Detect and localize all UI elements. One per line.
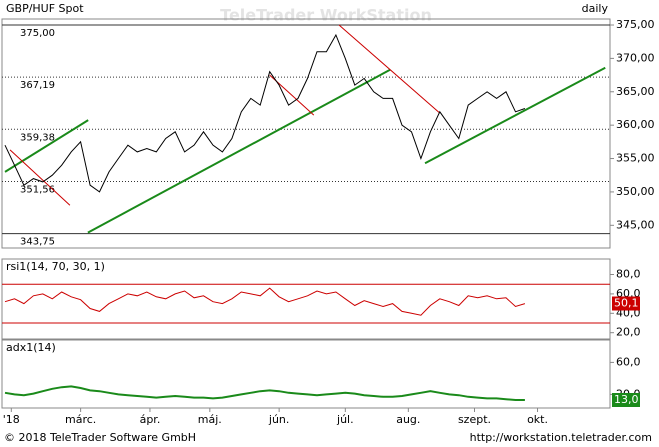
level-label: 343,75 xyxy=(20,237,55,248)
trendline xyxy=(4,119,89,173)
last-value-box xyxy=(612,393,640,407)
copyright: © 2018 TeleTrader Software GmbH xyxy=(4,431,196,444)
panel-title: adx1(14) xyxy=(6,341,56,354)
y-tick-label: 370,00 xyxy=(616,51,655,64)
y-tick-label: 345,00 xyxy=(616,218,655,231)
trendline xyxy=(87,68,391,234)
y-tick-label: 360,00 xyxy=(616,118,655,131)
last-value-box xyxy=(612,296,640,311)
last-value-label: 13,0 xyxy=(614,393,639,406)
y-tick-label: 355,00 xyxy=(616,152,655,165)
trendline xyxy=(9,149,71,206)
x-tick-label: júl. xyxy=(336,413,354,426)
x-tick-label: ápr. xyxy=(140,413,161,426)
x-tick-label: '18 xyxy=(3,413,20,426)
chart-title: GBP/HUF Spot xyxy=(6,2,84,15)
url: http://workstation.teletrader.com xyxy=(470,431,652,444)
x-tick-label: aug. xyxy=(396,413,420,426)
trendline xyxy=(424,66,606,165)
y-tick-label: 365,00 xyxy=(616,85,655,98)
series-line xyxy=(4,287,526,316)
x-tick-label: szept. xyxy=(458,413,491,426)
x-tick-label: okt. xyxy=(527,413,548,426)
last-value-label: 50,1 xyxy=(614,297,639,310)
series-line xyxy=(4,33,526,193)
panel-title: rsi1(14, 70, 30, 1) xyxy=(6,260,105,273)
y-tick-label: 60,0 xyxy=(616,355,641,368)
price-panel xyxy=(1,18,611,249)
adx-panel xyxy=(1,339,611,409)
x-tick-label: máj. xyxy=(198,413,222,426)
level-label: 367,19 xyxy=(20,80,55,91)
x-tick-label: márc. xyxy=(65,413,96,426)
rsi-panel xyxy=(1,258,611,340)
y-tick-label: 20,0 xyxy=(616,326,641,339)
y-tick-label: 80,0 xyxy=(616,268,641,281)
level-label: 351,56 xyxy=(20,185,55,196)
y-tick-label: 375,00 xyxy=(616,18,655,31)
trendline xyxy=(338,24,441,114)
series-line xyxy=(4,385,525,401)
y-tick-label: 350,00 xyxy=(616,185,655,198)
x-tick-label: jún. xyxy=(268,413,290,426)
level-label: 359,38 xyxy=(20,132,55,143)
watermark: TeleTrader WorkStation xyxy=(220,6,432,25)
period: daily xyxy=(582,2,609,15)
level-label: 375,00 xyxy=(20,28,55,39)
